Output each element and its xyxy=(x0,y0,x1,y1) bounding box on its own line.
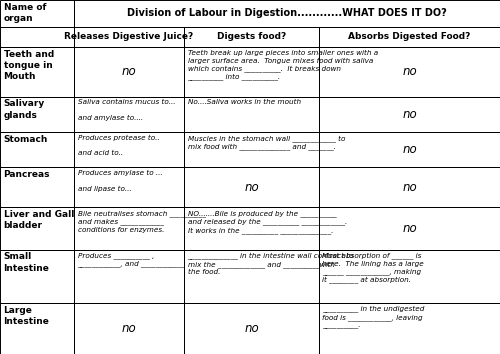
Bar xyxy=(74,303,184,354)
Bar xyxy=(319,167,500,207)
Bar xyxy=(0,250,74,303)
Bar xyxy=(74,132,184,167)
Text: Teeth break up large pieces into smaller ones with a
larger surface area.  Tongu: Teeth break up large pieces into smaller… xyxy=(188,50,378,80)
Text: no: no xyxy=(402,65,417,78)
Bar xyxy=(74,27,184,47)
Bar xyxy=(74,0,500,27)
Bar xyxy=(184,167,319,207)
Bar xyxy=(184,132,319,167)
Text: Produces __________ ,
____________, and ____________: Produces __________ , ____________, and … xyxy=(78,252,185,267)
Text: no: no xyxy=(402,143,417,156)
Bar xyxy=(184,303,319,354)
Text: Most absorption of ______ is
here.  The lining has a large
______ ____________, : Most absorption of ______ is here. The l… xyxy=(322,252,424,284)
Bar xyxy=(319,132,500,167)
Bar xyxy=(74,250,184,303)
Text: Pancreas: Pancreas xyxy=(4,170,50,179)
Bar xyxy=(319,97,500,132)
Text: Name of
organ: Name of organ xyxy=(4,3,46,23)
Text: no: no xyxy=(402,108,417,121)
Text: Produces protease to..

and acid to..: Produces protease to.. and acid to.. xyxy=(78,135,159,156)
Bar xyxy=(184,207,319,250)
Bar xyxy=(319,303,500,354)
Bar xyxy=(0,27,74,47)
Bar xyxy=(0,207,74,250)
Text: no: no xyxy=(122,322,136,335)
Text: Salivary
glands: Salivary glands xyxy=(4,99,45,120)
Text: no: no xyxy=(122,65,136,78)
Text: Large
Intestine: Large Intestine xyxy=(4,306,50,326)
Bar xyxy=(319,47,500,97)
Bar xyxy=(0,0,74,27)
Bar xyxy=(74,207,184,250)
Text: no: no xyxy=(244,322,259,335)
Text: Muscles in the stomach wall ____________ to
mix food with ______________ and ___: Muscles in the stomach wall ____________… xyxy=(188,135,345,150)
Bar xyxy=(74,97,184,132)
Text: Stomach: Stomach xyxy=(4,135,48,144)
Text: Releases Digestive Juice?: Releases Digestive Juice? xyxy=(64,32,194,41)
Text: Digests food?: Digests food? xyxy=(217,32,286,41)
Bar xyxy=(0,47,74,97)
Bar xyxy=(184,97,319,132)
Bar xyxy=(184,47,319,97)
Bar xyxy=(319,207,500,250)
Text: no: no xyxy=(402,222,417,235)
Text: ______________ in the intestine wall contract to
mix the _____________ and _____: ______________ in the intestine wall con… xyxy=(188,252,354,275)
Text: Bile neutralises stomach __________
and makes ____________
conditions for enzyme: Bile neutralises stomach __________ and … xyxy=(78,210,206,233)
Text: Teeth and
tongue in
Mouth: Teeth and tongue in Mouth xyxy=(4,50,54,81)
Bar xyxy=(0,132,74,167)
Bar xyxy=(319,250,500,303)
Text: Small
Intestine: Small Intestine xyxy=(4,252,50,273)
Text: Liver and Gall
bladder: Liver and Gall bladder xyxy=(4,210,74,230)
Text: Absorbs Digested Food?: Absorbs Digested Food? xyxy=(348,32,470,41)
Bar xyxy=(0,167,74,207)
Text: Saliva contains mucus to...

and amylase to....: Saliva contains mucus to... and amylase … xyxy=(78,99,175,121)
Bar xyxy=(184,250,319,303)
Text: Produces amylase to ...

and lipase to...: Produces amylase to ... and lipase to... xyxy=(78,170,162,192)
Text: __________ in the undigested
food is ____________, leaving
__________.: __________ in the undigested food is ___… xyxy=(322,306,425,329)
Bar xyxy=(74,47,184,97)
Text: Division of Labour in Digestion............WHAT DOES IT DO?: Division of Labour in Digestion.........… xyxy=(127,8,447,18)
Bar xyxy=(0,303,74,354)
Text: no: no xyxy=(244,181,259,194)
Text: no: no xyxy=(402,181,417,194)
Bar xyxy=(319,27,500,47)
Bar xyxy=(0,97,74,132)
Text: NO.......Bile is produced by the __________
and released by the __________ _____: NO.......Bile is produced by the _______… xyxy=(188,210,347,234)
Bar xyxy=(74,167,184,207)
Bar xyxy=(184,27,319,47)
Text: No....Saliva works in the mouth: No....Saliva works in the mouth xyxy=(188,99,300,105)
